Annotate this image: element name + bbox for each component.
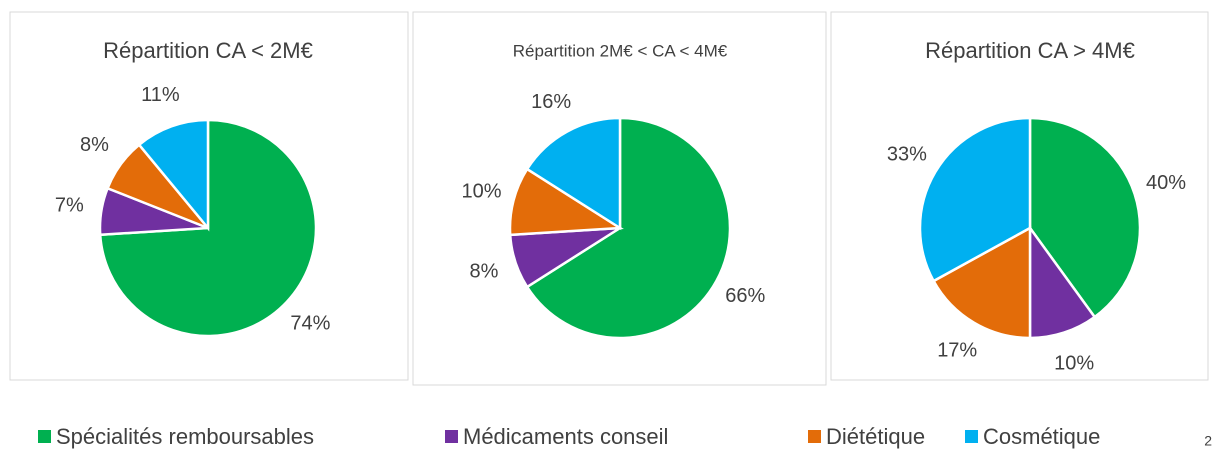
data-label: 10%	[1054, 352, 1094, 374]
data-label: 74%	[290, 312, 330, 334]
legend-swatch	[808, 430, 821, 443]
pie-slice	[1028, 116, 1142, 319]
pie-slice	[525, 116, 622, 231]
legend-label: Cosmétique	[983, 424, 1100, 449]
chart-title: Répartition 2M€ < CA < 4M€	[513, 41, 728, 60]
chart-title: Répartition CA > 4M€	[925, 38, 1135, 63]
legend-label: Spécialités remboursables	[56, 424, 314, 449]
data-label: 16%	[531, 91, 571, 113]
data-label: 10%	[461, 181, 501, 203]
data-label: 66%	[725, 285, 765, 307]
legend-label: Diététique	[826, 424, 925, 449]
data-label: 8%	[470, 260, 499, 282]
pie-slice	[525, 116, 732, 340]
data-label: 11%	[141, 84, 180, 106]
legend-swatch	[445, 430, 458, 443]
pie-slice	[931, 225, 1032, 340]
data-label: 17%	[937, 339, 977, 361]
data-label: 40%	[1146, 172, 1186, 194]
legend-swatch	[965, 430, 978, 443]
legend-swatch	[38, 430, 51, 443]
pie-slice	[137, 118, 210, 232]
chart-title: Répartition CA < 2M€	[103, 38, 313, 63]
pie-slice	[918, 116, 1032, 283]
legend-label: Médicaments conseil	[463, 424, 668, 449]
page-number: 2	[1204, 433, 1212, 449]
data-label: 33%	[887, 143, 927, 165]
data-label: 7%	[55, 194, 84, 216]
data-label: 8%	[80, 134, 109, 156]
